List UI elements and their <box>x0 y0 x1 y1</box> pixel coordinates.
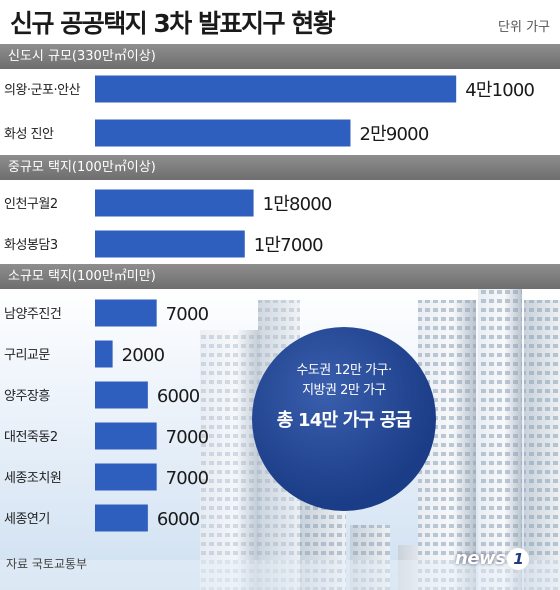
value-label: 7000 <box>166 304 209 325</box>
category-label: 남양주진건 <box>4 307 61 322</box>
bar <box>95 504 148 532</box>
bar <box>95 75 457 103</box>
category-label: 양주장흥 <box>4 389 50 404</box>
section-header-small-size: 소규모 택지(100만㎡미만) <box>0 264 560 289</box>
source-note: 자료 국토교통부 <box>6 557 88 571</box>
value-label: 6000 <box>157 509 200 530</box>
supply-summary-callout: 수도권 12만 가구· 지방권 2만 가구 총 14만 가구 공급 <box>252 327 436 511</box>
chart-title: 신규 공공택지 3차 발표지구 현황 <box>10 9 336 38</box>
category-label: 대전죽동2 <box>4 430 58 445</box>
value-label: 1만8000 <box>263 194 332 215</box>
unit-label: 단위 가구 <box>498 20 550 35</box>
bar <box>95 299 157 327</box>
bar <box>95 381 148 409</box>
category-label: 의왕·군포·안산 <box>4 83 81 98</box>
callout-line-total: 총 14만 가구 공급 <box>276 410 412 431</box>
category-label: 화성봉담3 <box>4 238 58 253</box>
value-label: 6000 <box>157 386 200 407</box>
category-label: 세종조치원 <box>4 471 61 486</box>
bar <box>95 119 351 147</box>
category-label: 인천구월2 <box>4 197 58 212</box>
category-label: 구리교문 <box>4 348 50 363</box>
news1-logo: news 1 <box>455 548 530 570</box>
value-label: 7000 <box>166 427 209 448</box>
value-label: 7000 <box>166 468 209 489</box>
section-header-new-city: 신도시 규모(330만㎡이상) <box>0 44 560 69</box>
bar <box>95 463 157 491</box>
bar <box>95 422 157 450</box>
bar <box>95 189 254 217</box>
callout-line-regional: 지방권 2만 가구 <box>302 383 386 398</box>
logo-text: news <box>455 548 506 569</box>
callout-line-capital: 수도권 12만 가구· <box>296 363 392 378</box>
logo-mark: 1 <box>507 548 530 570</box>
value-label: 2000 <box>122 345 165 366</box>
section-header-mid-size: 중규모 택지(100만㎡이상) <box>0 155 560 180</box>
bar <box>95 230 245 258</box>
category-label: 세종연기 <box>4 512 50 527</box>
value-label: 2만9000 <box>359 124 428 145</box>
value-label: 1만7000 <box>254 235 323 256</box>
value-label: 4만1000 <box>465 80 534 101</box>
category-label: 화성 진안 <box>4 127 54 142</box>
bar <box>95 340 113 368</box>
